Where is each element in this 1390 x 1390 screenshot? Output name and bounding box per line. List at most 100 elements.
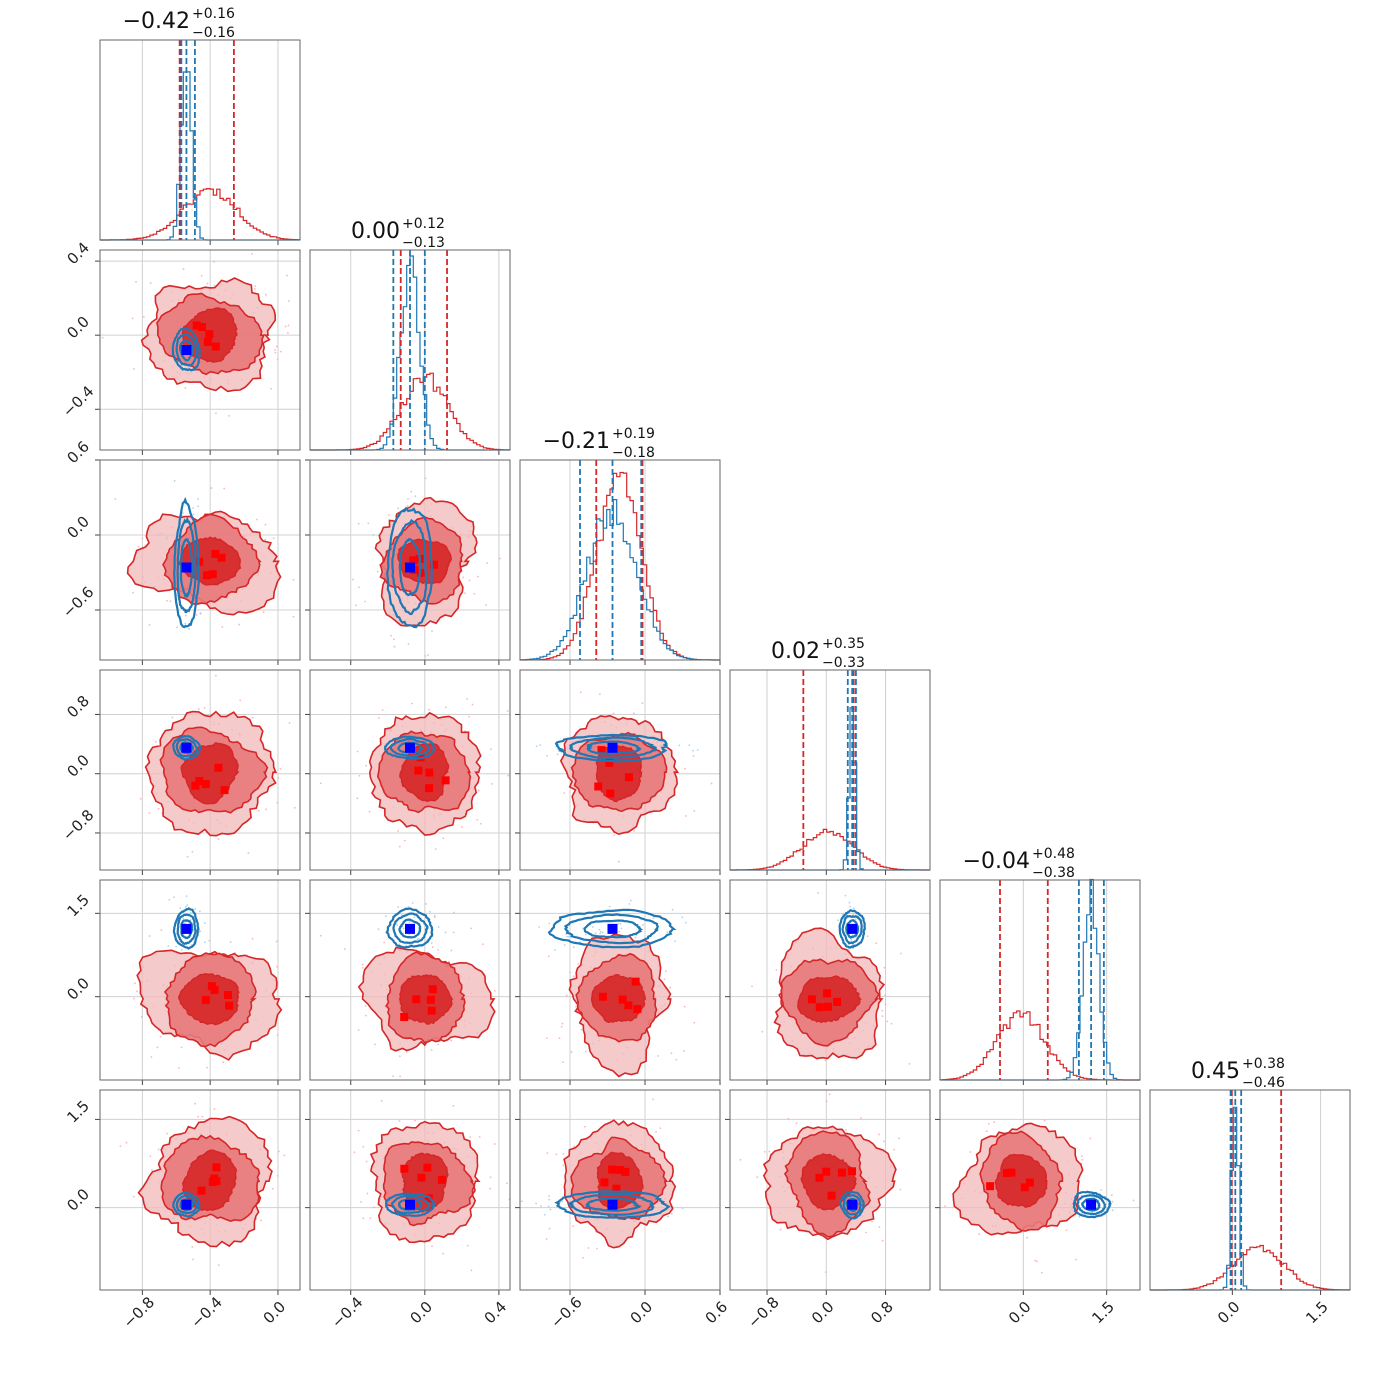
red-sample-point	[824, 1059, 827, 1062]
red-sample-point	[292, 615, 295, 618]
y-tick-label: 1.5	[63, 1097, 93, 1127]
blue-sample-point	[1091, 1196, 1094, 1199]
red-sample-point	[191, 850, 194, 853]
red-density-point	[1002, 1169, 1011, 1178]
panel-body	[739, 1093, 902, 1274]
red-sample-point	[478, 1136, 481, 1138]
red-sample-point	[545, 1238, 548, 1240]
red-contour-level-3	[797, 975, 862, 1024]
red-sample-point	[343, 948, 346, 950]
red-density-point	[210, 1174, 219, 1183]
red-density-point	[822, 1167, 831, 1176]
panel-frame	[729, 1089, 931, 1291]
red-sample-point	[139, 797, 142, 800]
blue-contour-level-3	[398, 918, 422, 939]
red-density-point	[205, 330, 214, 339]
red-sample-point	[197, 708, 200, 710]
red-sample-point	[779, 1228, 782, 1231]
red-sample-point	[932, 1149, 934, 1151]
panel-body	[101, 252, 290, 417]
blue-sample-point	[430, 942, 433, 944]
blue-sample-point	[667, 1215, 670, 1218]
x-tick-label: 0.0	[627, 1298, 657, 1328]
blue-sample-point	[601, 931, 604, 934]
red-sample-point	[166, 599, 168, 602]
red-sample-point	[659, 1127, 662, 1130]
red-sample-point	[180, 1046, 183, 1049]
red-sample-point	[561, 1022, 564, 1025]
red-density-point	[624, 1001, 633, 1010]
red-density-point	[212, 1163, 221, 1172]
param-title-plus: +0.19	[612, 426, 655, 442]
red-sample-point	[397, 830, 400, 832]
red-sample-point	[1035, 1260, 1038, 1263]
blue-sample-point	[184, 622, 187, 625]
blue-sample-point	[599, 930, 602, 933]
scatter-panel-r2-c1	[95, 249, 301, 455]
red-sample-point	[633, 830, 635, 832]
x-tick-label: 1.5	[1302, 1298, 1332, 1328]
red-sample-point	[669, 986, 672, 989]
red-sample-point	[357, 1029, 360, 1031]
blue-sample-point	[1111, 1200, 1114, 1203]
red-density-point	[608, 1165, 617, 1174]
param-title-median: −0.21	[543, 429, 610, 454]
red-density-point	[203, 571, 212, 580]
blue-sample-point	[692, 755, 695, 757]
scatter-panel-r4-c2	[305, 669, 511, 875]
red-density-point	[428, 985, 437, 994]
blue-sample-point	[548, 922, 551, 925]
red-sample-point	[271, 1187, 274, 1190]
red-sample-point	[101, 336, 104, 339]
red-density-point	[426, 995, 435, 1004]
red-sample-point	[292, 578, 295, 581]
panel-frame	[99, 669, 301, 871]
red-histogram	[939, 1010, 1140, 1081]
red-sample-point	[365, 1160, 368, 1163]
red-sample-point	[547, 955, 550, 958]
blue-sample-point	[629, 899, 632, 902]
blue-contour-level-2	[175, 332, 198, 367]
blue-sample-point	[178, 940, 181, 943]
blue-sample-point	[393, 645, 396, 648]
diag-panel-6: 0.45 +0.38 −0.46	[1149, 1056, 1351, 1295]
red-sample-point	[137, 545, 140, 548]
truth-marker	[607, 1199, 618, 1210]
param-title-plus: +0.35	[822, 636, 865, 652]
red-sample-point	[264, 538, 267, 541]
red-sample-point	[445, 706, 447, 709]
red-density-point	[837, 1168, 846, 1177]
red-sample-point	[357, 1129, 360, 1132]
red-sample-point	[203, 706, 206, 709]
red-sample-point	[277, 776, 280, 779]
blue-sample-point	[566, 935, 568, 938]
param-title-minus: −0.46	[1242, 1075, 1285, 1091]
truth-marker	[607, 742, 618, 753]
panel-body	[139, 674, 296, 858]
red-sample-point	[353, 1151, 356, 1154]
red-density-point	[823, 1002, 832, 1011]
blue-sample-point	[852, 907, 855, 910]
param-title-median: −0.42	[123, 9, 190, 34]
blue-contour-level-1	[554, 733, 669, 763]
diag-panel-1: −0.42 +0.16 −0.16	[99, 6, 301, 245]
panel-frame	[1149, 1089, 1351, 1291]
red-density-point	[211, 550, 220, 559]
blue-contour-level-3	[398, 537, 422, 597]
red-sample-point	[192, 1258, 194, 1261]
scatter-panel-r6-c4	[725, 1089, 931, 1295]
blue-contour-level-1	[386, 506, 433, 629]
panel-frame	[519, 669, 721, 871]
blue-sample-point	[584, 933, 587, 936]
red-sample-point	[358, 586, 360, 589]
red-sample-point	[1052, 1081, 1054, 1083]
param-title-minus: −0.33	[822, 655, 865, 671]
red-density-point	[409, 556, 418, 565]
blue-sample-point	[684, 921, 687, 924]
truth-marker	[405, 742, 415, 753]
red-density-point	[827, 1191, 836, 1200]
red-sample-point	[287, 324, 290, 327]
red-sample-point	[148, 812, 151, 814]
blue-sample-point	[203, 941, 206, 944]
red-density-point	[823, 989, 832, 998]
